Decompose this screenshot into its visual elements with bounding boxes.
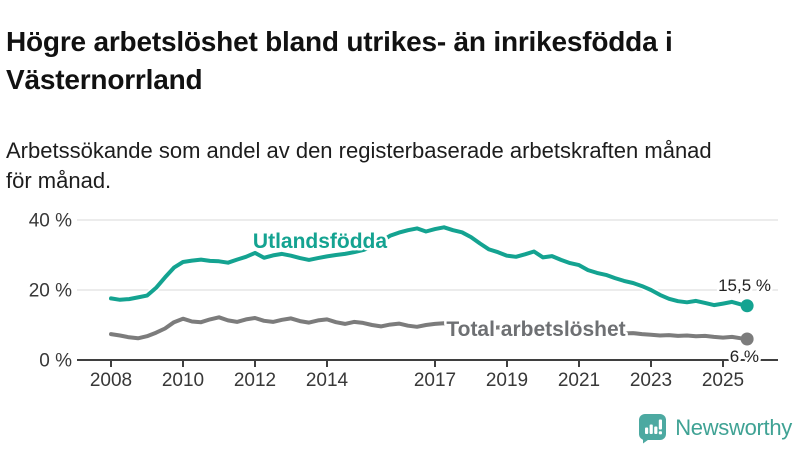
series-line-total-arbetsloshet <box>109 315 750 341</box>
newsworthy-logo[interactable]: Newsworthy <box>638 412 792 444</box>
chart-subtitle-line2: för månad. <box>6 168 112 193</box>
newsworthy-logo-text: Newsworthy <box>675 415 792 440</box>
page-title-line1: Högre arbetslöshet bland utrikes- än inr… <box>6 25 673 57</box>
end-value-label-total-arbetsloshet: 6 % <box>730 347 759 366</box>
chart-subtitle-line1: Arbetssökande som andel av den registerb… <box>6 138 712 163</box>
page-title-line2: Västernorrland <box>6 63 203 95</box>
x-tick-label: 2012 <box>234 370 276 391</box>
y-tick-label: 40 % <box>29 211 72 232</box>
x-tick-label: 2017 <box>414 370 456 391</box>
series-end-dot-utlandsfodda <box>740 299 754 313</box>
series-line-utlandsfodda <box>109 225 750 308</box>
x-tick-label: 2008 <box>90 370 132 391</box>
series-halo-utlandsfodda <box>107 223 751 310</box>
x-tick-label: 2010 <box>162 370 204 391</box>
series-label-total-arbetsloshet: Total arbetslöshet <box>446 318 625 341</box>
x-tick-label: 2023 <box>630 370 672 391</box>
x-tick-label: 2019 <box>486 370 528 391</box>
page-title: Högre arbetslöshet bland utrikes- än inr… <box>6 23 796 99</box>
x-tick-label: 2025 <box>702 370 744 391</box>
chart-subtitle: Arbetssökande som andel av den registerb… <box>6 136 794 196</box>
y-tick-label: 0 % <box>39 351 72 372</box>
end-value-label-utlandsfodda: 15,5 % <box>718 276 771 295</box>
y-tick-label: 20 % <box>29 281 72 302</box>
series-label-utlandsfodda: Utlandsfödda <box>253 230 387 253</box>
newsworthy-icon <box>639 413 667 443</box>
x-tick-label: 2014 <box>306 370 349 391</box>
x-tick-label: 2021 <box>558 370 600 391</box>
series-end-dot-total-arbetsloshet <box>740 332 754 346</box>
